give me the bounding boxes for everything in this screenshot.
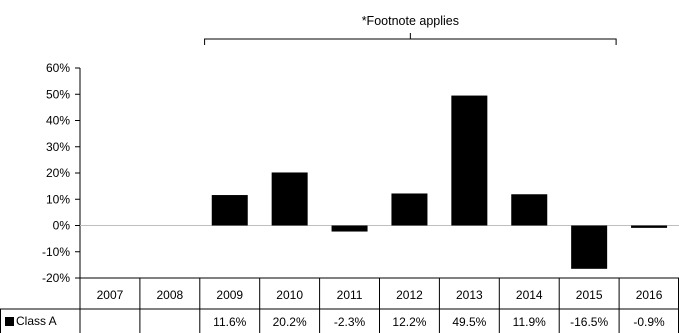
category-label: 2008 [156, 288, 183, 302]
data-label: 12.2% [392, 315, 426, 329]
y-tick-label: 50% [46, 87, 70, 101]
chart-axes: -20% -10% 0% 10% 20% 30% 40% 50% 60% [42, 61, 679, 285]
data-label: 20.2% [273, 315, 307, 329]
category-label: 2007 [97, 288, 124, 302]
data-label: -2.3% [334, 315, 366, 329]
legend-swatch [5, 317, 14, 326]
y-tick-label: 0% [53, 219, 71, 233]
y-tick-label: 10% [46, 192, 70, 206]
bar [211, 195, 248, 226]
bar [631, 225, 668, 228]
bars [211, 95, 668, 269]
data-label: -16.5% [570, 315, 608, 329]
data-label: -0.9% [633, 315, 665, 329]
data-label: 49.5% [452, 315, 486, 329]
category-label: 2014 [516, 288, 543, 302]
footnote-annotation: *Footnote applies [204, 14, 617, 45]
footnote-bracket [204, 33, 617, 45]
category-label: 2012 [396, 288, 423, 302]
y-tick-label: 30% [46, 140, 70, 154]
footnote-text: *Footnote applies [362, 14, 459, 28]
data-label: 11.6% [213, 315, 246, 329]
series-label: Class A [16, 314, 57, 328]
y-tick-label: 40% [46, 114, 70, 128]
bar [271, 172, 308, 226]
category-label: 2013 [456, 288, 483, 302]
bar [571, 225, 608, 269]
bar [451, 95, 488, 226]
bar [331, 225, 368, 232]
data-label: 11.9% [513, 315, 546, 329]
y-tick-label: -10% [42, 245, 70, 259]
category-label: 2009 [216, 288, 243, 302]
data-table: 2007 2008 2009 2010 2011 2012 2013 2014 2015 2016… [0, 277, 679, 333]
category-label: 2011 [337, 288, 363, 302]
y-tick-label: 60% [46, 61, 70, 75]
y-tick-label: 20% [46, 166, 70, 180]
category-label: 2010 [276, 288, 303, 302]
bar [391, 193, 428, 226]
category-label: 2015 [576, 288, 603, 302]
bar [511, 194, 548, 226]
category-label: 2016 [636, 288, 663, 302]
y-tick-label: -20% [42, 271, 70, 285]
